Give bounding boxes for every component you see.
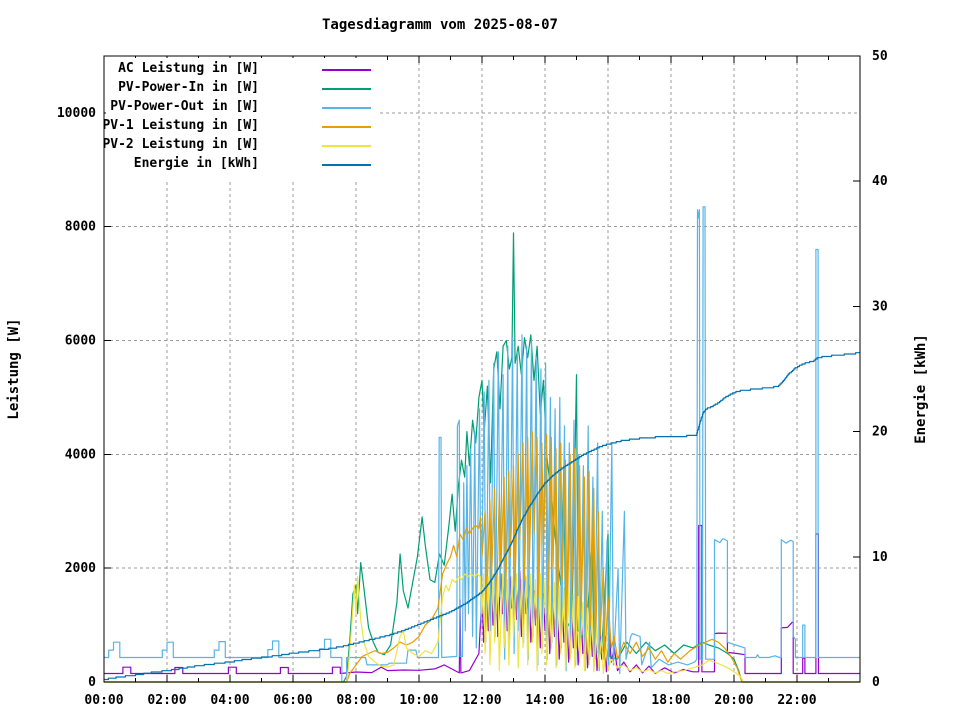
x-tick-label: 14:00	[525, 693, 564, 708]
legend-label: PV-1 Leistung in [W]	[102, 118, 259, 133]
legend-line-sample	[322, 164, 371, 166]
x-tick-label: 02:00	[147, 693, 186, 708]
y-left-tick-label: 2000	[65, 561, 96, 576]
series-line-5	[104, 573, 860, 683]
y-right-tick-label: 20	[872, 425, 888, 440]
x-tick-label: 00:00	[84, 693, 123, 708]
legend-label: AC Leistung in [W]	[118, 61, 259, 76]
y-left-tick-label: 0	[88, 675, 96, 690]
y-right-tick-label: 40	[872, 174, 888, 189]
y-right-tick-label: 50	[872, 49, 888, 64]
series-line-6	[104, 352, 860, 681]
legend-item: PV-1 Leistung in [W]	[102, 117, 378, 136]
series-line-2	[104, 232, 860, 683]
legend-line-sample	[322, 69, 371, 71]
tick-labels: 00:00 02:00 04:00 06:00 08:00 10:00 12:00 14:00…	[57, 49, 888, 708]
y-left-tick-label: 4000	[65, 447, 96, 462]
legend-item: PV-2 Leistung in [W]	[102, 136, 378, 155]
legend-line-sample	[322, 145, 371, 147]
x-tick-label: 08:00	[336, 693, 375, 708]
y-left-tick-label: 10000	[57, 106, 96, 121]
series-line-3	[104, 206, 860, 683]
y-right-tick-label: 0	[872, 675, 880, 690]
legend-label: PV-Power-Out in [W]	[110, 99, 259, 114]
legend-line-sample	[322, 126, 371, 128]
legend-item: PV-Power-In in [W]	[106, 79, 378, 98]
x-tick-label: 20:00	[714, 693, 753, 708]
y-right-tick-label: 10	[872, 550, 888, 565]
legend-label: PV-Power-In in [W]	[118, 80, 259, 95]
x-tick-label: 22:00	[777, 693, 816, 708]
legend-item: Energie in [kWh]	[106, 155, 378, 174]
series-line-4	[104, 431, 860, 683]
x-tick-label: 04:00	[210, 693, 249, 708]
series-group	[104, 206, 860, 683]
legend: AC Leistung in [W] PV-Power-In in [W] PV-P…	[102, 58, 378, 179]
y-left-tick-label: 8000	[65, 220, 96, 235]
legend-label: Energie in [kWh]	[133, 156, 259, 171]
x-tick-label: 16:00	[588, 693, 627, 708]
x-tick-label: 10:00	[399, 693, 438, 708]
legend-item: AC Leistung in [W]	[106, 60, 378, 79]
legend-item: PV-Power-Out in [W]	[106, 98, 378, 117]
x-tick-label: 06:00	[273, 693, 312, 708]
legend-label: PV-2 Leistung in [W]	[102, 137, 259, 152]
chart-title: Tagesdiagramm vom 2025-08-07	[321, 17, 558, 33]
x-tick-label: 12:00	[462, 693, 501, 708]
y-left-tick-label: 6000	[65, 334, 96, 349]
x-tick-label: 18:00	[651, 693, 690, 708]
axes	[103, 55, 861, 683]
y-right-tick-label: 30	[872, 299, 888, 314]
legend-line-sample	[322, 88, 371, 90]
legend-line-sample	[322, 107, 371, 109]
